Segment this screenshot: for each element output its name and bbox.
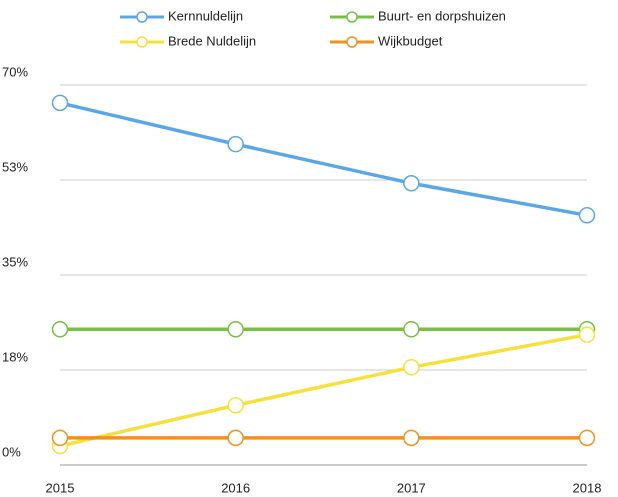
legend-label: Brede Nuldelijn [168, 33, 256, 48]
legend-label: Wijkbudget [378, 33, 443, 48]
point [403, 321, 420, 338]
point [227, 429, 244, 447]
legend-marker [136, 36, 148, 48]
legend-marker [346, 11, 358, 23]
series-line [59, 101, 588, 218]
point [227, 135, 244, 153]
y-tick-label: 0% [2, 444, 21, 459]
point [578, 207, 596, 224]
y-tick-label: 18% [2, 349, 28, 364]
point [403, 359, 420, 376]
point [578, 429, 596, 447]
legend-marker [136, 11, 148, 23]
y-tick-label: 35% [2, 254, 28, 269]
point [403, 429, 420, 447]
legend-label: Kernnuldelijn [168, 8, 243, 23]
point [51, 321, 69, 338]
legend-marker [346, 36, 358, 48]
legend-label: Buurt- en dorpshuizen [378, 8, 506, 23]
series-line [59, 332, 588, 448]
x-tick-label: 2018 [573, 480, 602, 495]
point [578, 326, 596, 343]
y-tick-label: 70% [2, 64, 28, 79]
point [51, 429, 69, 447]
y-tick-label: 53% [2, 159, 28, 174]
point [227, 321, 244, 338]
x-tick-label: 2016 [221, 480, 250, 495]
point [51, 94, 69, 112]
x-tick-label: 2015 [46, 480, 75, 495]
point [227, 397, 244, 414]
point [403, 175, 420, 192]
x-tick-label: 2017 [397, 480, 426, 495]
